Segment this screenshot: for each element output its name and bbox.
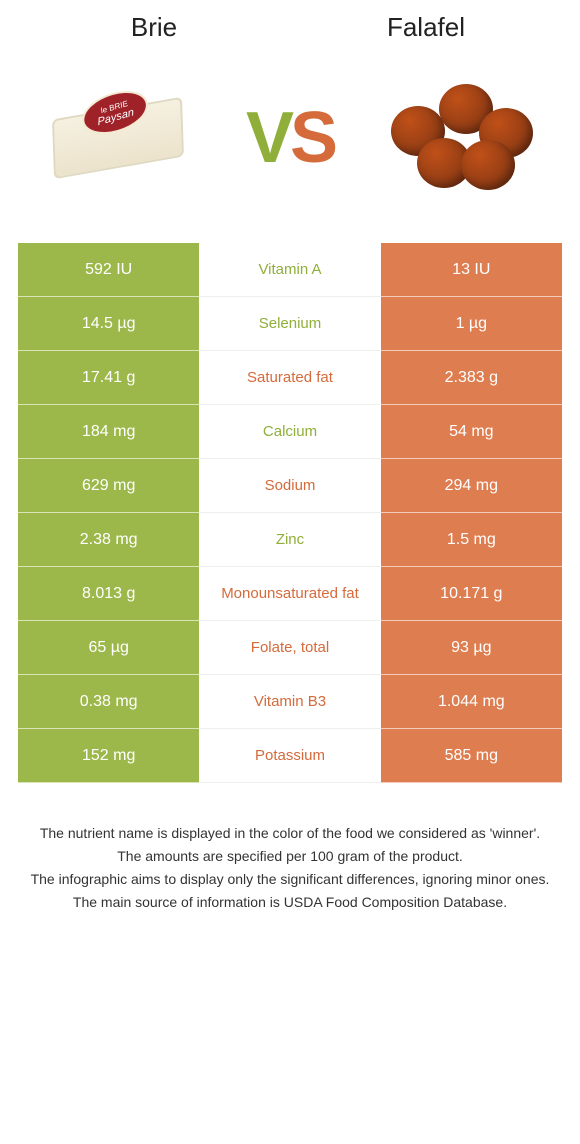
value-left: 152 mg: [18, 729, 199, 783]
vs-v: V: [246, 98, 290, 178]
value-left: 0.38 mg: [18, 675, 199, 729]
brie-label-icon: le BRIE Paysan: [80, 84, 151, 141]
value-left: 2.38 mg: [18, 513, 199, 567]
nutrient-name: Vitamin A: [199, 243, 380, 297]
table-row: 592 IUVitamin A13 IU: [18, 243, 562, 297]
table-row: 2.38 mgZinc1.5 mg: [18, 513, 562, 567]
food-image-right: [382, 73, 542, 203]
nutrient-name: Zinc: [199, 513, 380, 567]
falafel-icon: [387, 78, 537, 198]
titles-row: Brie Falafel: [18, 12, 562, 43]
vs-s: S: [290, 98, 334, 178]
table-row: 17.41 gSaturated fat2.383 g: [18, 351, 562, 405]
footnote-line: The nutrient name is displayed in the co…: [24, 823, 556, 844]
nutrient-name: Vitamin B3: [199, 675, 380, 729]
footnote-line: The main source of information is USDA F…: [24, 892, 556, 913]
value-right: 93 µg: [381, 621, 562, 675]
brie-icon: le BRIE Paysan: [52, 97, 184, 179]
value-left: 14.5 µg: [18, 297, 199, 351]
value-left: 8.013 g: [18, 567, 199, 621]
table-row: 65 µgFolate, total93 µg: [18, 621, 562, 675]
value-left: 629 mg: [18, 459, 199, 513]
value-right: 13 IU: [381, 243, 562, 297]
nutrient-name: Potassium: [199, 729, 380, 783]
footnote-line: The infographic aims to display only the…: [24, 869, 556, 890]
nutrient-name: Saturated fat: [199, 351, 380, 405]
value-left: 184 mg: [18, 405, 199, 459]
value-left: 17.41 g: [18, 351, 199, 405]
value-right: 1.044 mg: [381, 675, 562, 729]
value-right: 1.5 mg: [381, 513, 562, 567]
title-right: Falafel: [290, 12, 562, 43]
value-right: 10.171 g: [381, 567, 562, 621]
value-left: 592 IU: [18, 243, 199, 297]
nutrient-name: Selenium: [199, 297, 380, 351]
nutrient-table: 592 IUVitamin A13 IU14.5 µgSelenium1 µg1…: [18, 243, 562, 783]
food-image-left: le BRIE Paysan: [38, 73, 198, 203]
nutrient-name: Monounsaturated fat: [199, 567, 380, 621]
nutrient-name: Folate, total: [199, 621, 380, 675]
value-right: 294 mg: [381, 459, 562, 513]
title-left: Brie: [18, 12, 290, 43]
value-right: 585 mg: [381, 729, 562, 783]
hero-row: le BRIE Paysan VS: [38, 63, 542, 213]
table-row: 14.5 µgSelenium1 µg: [18, 297, 562, 351]
vs-label: VS: [246, 97, 334, 179]
nutrient-name: Calcium: [199, 405, 380, 459]
footnotes: The nutrient name is displayed in the co…: [18, 823, 562, 913]
table-row: 152 mgPotassium585 mg: [18, 729, 562, 783]
value-left: 65 µg: [18, 621, 199, 675]
value-right: 1 µg: [381, 297, 562, 351]
table-row: 8.013 gMonounsaturated fat10.171 g: [18, 567, 562, 621]
table-row: 184 mgCalcium54 mg: [18, 405, 562, 459]
value-right: 2.383 g: [381, 351, 562, 405]
footnote-line: The amounts are specified per 100 gram o…: [24, 846, 556, 867]
table-row: 0.38 mgVitamin B31.044 mg: [18, 675, 562, 729]
table-row: 629 mgSodium294 mg: [18, 459, 562, 513]
value-right: 54 mg: [381, 405, 562, 459]
nutrient-name: Sodium: [199, 459, 380, 513]
